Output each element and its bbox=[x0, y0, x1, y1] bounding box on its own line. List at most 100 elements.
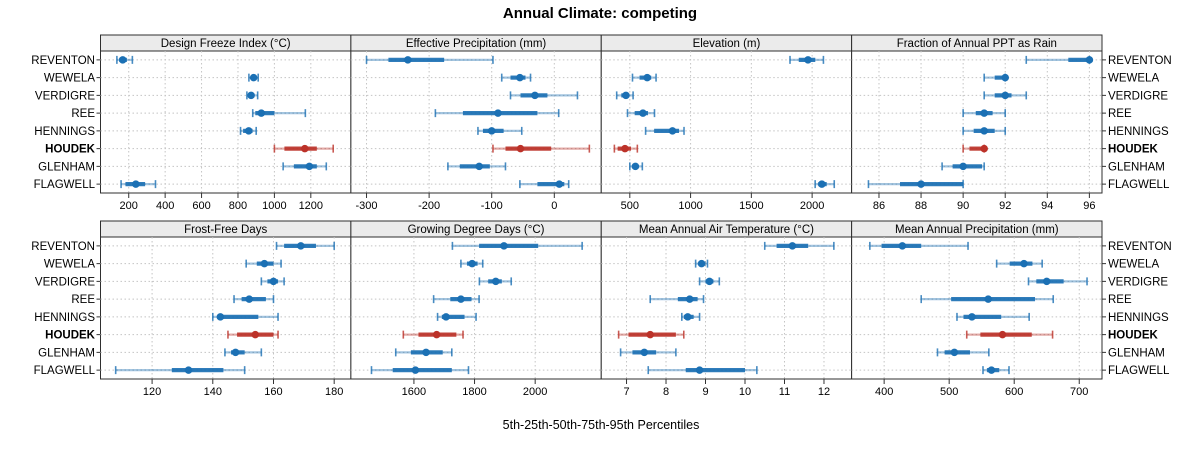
x-tick-label: -100 bbox=[481, 200, 503, 212]
median-dot bbox=[1001, 73, 1010, 82]
median-dot bbox=[917, 180, 925, 188]
x-tick-label: 92 bbox=[999, 200, 1011, 212]
panel-box bbox=[600, 236, 853, 380]
median-dot bbox=[984, 295, 992, 303]
x-tick-label: 7 bbox=[623, 386, 629, 398]
panel-strip-title: Elevation (m) bbox=[693, 38, 761, 50]
median-dot bbox=[788, 242, 797, 250]
median-dot bbox=[646, 330, 655, 339]
median-dot bbox=[705, 277, 714, 286]
median-dot bbox=[301, 144, 309, 153]
panel-strip-title: Fraction of Annual PPT as Rain bbox=[897, 38, 1057, 50]
median-dot bbox=[244, 127, 253, 135]
x-tick-label: 86 bbox=[873, 200, 885, 212]
x-tick-label: 11 bbox=[779, 386, 790, 398]
category-label-left: REVENTON bbox=[31, 241, 95, 253]
median-dot bbox=[987, 366, 996, 374]
x-tick-label: 120 bbox=[143, 386, 161, 398]
median-dot bbox=[950, 348, 959, 357]
x-tick-label: 1200 bbox=[299, 200, 323, 212]
median-dot bbox=[457, 295, 465, 303]
panel-box bbox=[851, 50, 1103, 194]
median-dot bbox=[516, 73, 524, 82]
median-dot bbox=[1085, 56, 1094, 64]
median-dot bbox=[494, 109, 502, 117]
x-tick-label: 90 bbox=[957, 200, 969, 212]
category-label-right: REE bbox=[1108, 108, 1132, 120]
category-label-right: FLAGWELL bbox=[1108, 365, 1170, 377]
x-tick-label: 200 bbox=[120, 200, 138, 212]
x-tick-label: 400 bbox=[875, 386, 893, 398]
panel-box bbox=[600, 50, 853, 194]
median-dot bbox=[260, 259, 269, 268]
category-label-left: GLENHAM bbox=[38, 347, 95, 359]
median-dot bbox=[475, 162, 483, 171]
median-dot bbox=[432, 330, 441, 339]
category-label-left: REVENTON bbox=[31, 55, 95, 67]
median-dot bbox=[491, 277, 500, 286]
x-tick-label: 160 bbox=[264, 386, 282, 398]
median-dot bbox=[1020, 259, 1028, 268]
category-label-right: GLENHAM bbox=[1108, 347, 1165, 359]
median-dot bbox=[980, 127, 988, 135]
category-label-left: REE bbox=[71, 108, 95, 120]
median-dot bbox=[622, 91, 630, 100]
category-label-right: REE bbox=[1108, 294, 1132, 306]
panel-strip-title: Design Freeze Index (°C) bbox=[161, 38, 291, 50]
category-label-right: REVENTON bbox=[1108, 55, 1172, 67]
median-dot bbox=[998, 330, 1007, 339]
x-tick-label: -300 bbox=[356, 200, 378, 212]
median-dot bbox=[818, 180, 826, 188]
median-dot bbox=[668, 127, 677, 135]
category-label-right: GLENHAM bbox=[1108, 161, 1165, 173]
category-label-right: HENNINGS bbox=[1108, 126, 1169, 138]
category-label-right: WEWELA bbox=[1108, 73, 1159, 85]
panel-box bbox=[100, 50, 352, 194]
median-dot bbox=[1042, 277, 1051, 286]
median-dot bbox=[1001, 91, 1010, 100]
x-tick-label: 180 bbox=[325, 386, 343, 398]
x-tick-label: 600 bbox=[192, 200, 210, 212]
category-label-right: FLAGWELL bbox=[1108, 179, 1170, 191]
median-dot bbox=[980, 144, 988, 153]
panel-strip-title: Growing Degree Days (°C) bbox=[408, 224, 545, 236]
median-dot bbox=[257, 109, 266, 117]
median-dot bbox=[804, 56, 812, 64]
median-dot bbox=[531, 91, 539, 100]
panel-strip-title: Mean Annual Air Temperature (°C) bbox=[639, 224, 814, 236]
median-dot bbox=[411, 366, 420, 374]
category-label-right: REVENTON bbox=[1108, 241, 1172, 253]
x-tick-label: 10 bbox=[739, 386, 751, 398]
median-dot bbox=[184, 366, 193, 374]
x-tick-label: 1000 bbox=[262, 200, 286, 212]
x-tick-label: 600 bbox=[1005, 386, 1023, 398]
x-tick-label: 8 bbox=[663, 386, 669, 398]
category-label-left: GLENHAM bbox=[38, 161, 95, 173]
x-tick-label: 700 bbox=[1070, 386, 1088, 398]
median-dot bbox=[247, 91, 255, 100]
chart-title: Annual Climate: competing bbox=[502, 5, 698, 22]
x-tick-label: 500 bbox=[621, 200, 639, 212]
x-tick-label: 1000 bbox=[678, 200, 702, 212]
x-tick-label: 1600 bbox=[402, 386, 426, 398]
median-dot bbox=[442, 313, 450, 321]
x-tick-label: 96 bbox=[1083, 200, 1095, 212]
x-tick-label: -200 bbox=[418, 200, 440, 212]
panel-box bbox=[350, 50, 602, 194]
median-dot bbox=[968, 313, 976, 321]
x-tick-label: 9 bbox=[702, 386, 708, 398]
category-label-right: HOUDEK bbox=[1108, 330, 1159, 342]
median-dot bbox=[621, 144, 629, 153]
median-dot bbox=[639, 109, 647, 117]
median-dot bbox=[487, 127, 496, 135]
median-dot bbox=[297, 242, 305, 250]
median-dot bbox=[980, 109, 988, 117]
category-label-left: HENNINGS bbox=[34, 312, 95, 324]
median-dot bbox=[516, 144, 525, 153]
axis-caption: 5th-25th-50th-75th-95th Percentiles bbox=[502, 418, 700, 432]
median-dot bbox=[640, 348, 649, 357]
category-label-left: FLAGWELL bbox=[34, 179, 96, 191]
